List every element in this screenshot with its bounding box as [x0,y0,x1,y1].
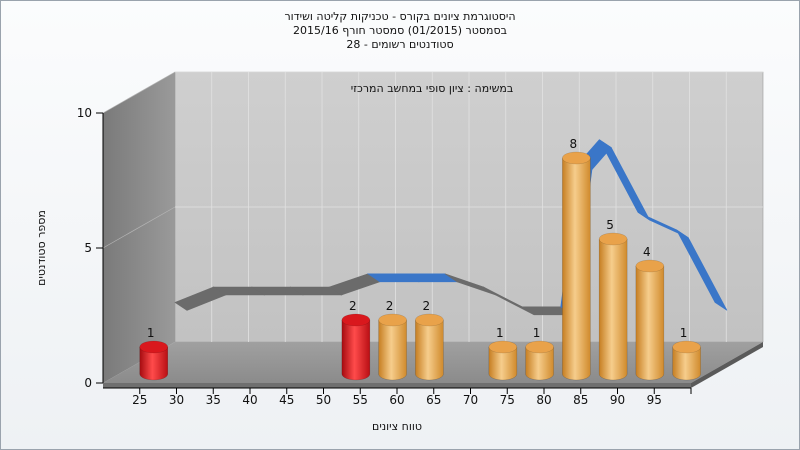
bar-value-label: 1 [496,326,504,340]
y-axis-label: מספר סטודנטים [35,210,48,286]
bar-cylinder-top [562,151,591,165]
bar-cylinder-top [488,340,518,354]
bar-cylinder-top [341,313,371,327]
bar-cylinder [525,346,554,381]
bar-value-label: 1 [533,326,541,340]
floor-front-edge [103,383,691,388]
bar-value-label: 5 [606,218,614,232]
bar-cylinder-top [635,259,665,273]
bar-value-label: 2 [349,299,357,313]
bar-cylinder-top [525,340,554,354]
x-tick-label: 95 [647,393,662,407]
bar-value-label: 1 [680,326,688,340]
floor-right-edge [691,342,763,388]
bar-value-label: 2 [423,299,431,313]
y-tick-label: 10 [77,106,92,120]
bar-cylinder [415,319,444,381]
bar-series [139,151,701,381]
side-grid-line [102,206,176,249]
x-tick-label: 70 [463,393,478,407]
curve-segment [676,229,728,311]
x-tick-label: 25 [132,393,147,407]
bar-value-label: 4 [643,245,651,259]
bar-cylinder [488,346,518,381]
x-tick-label: 85 [573,393,588,407]
bar-cylinder [341,319,371,381]
bar-cylinder-top [672,340,701,354]
bar-cylinder [139,346,168,381]
x-tick-label: 45 [279,393,294,407]
x-tick-label: 90 [610,393,625,407]
x-tick-label: 80 [536,393,551,407]
x-tick-label: 35 [206,393,221,407]
y-tick-label: 5 [84,241,92,255]
side-grid-line [102,71,176,114]
bar-cylinder [562,157,591,381]
bar-cylinder-top [139,340,168,354]
chart-title-line-1: היסטוגרמת ציונים בקורס - טכניקות קליטה ו… [284,10,516,23]
bar-cylinder [635,265,665,381]
x-axis-label: טווח ציונים [372,420,422,433]
chart-title-line-2: בסמסטר (01/2015) סמסטר חורף 2015/16 [293,24,507,37]
bar-cylinder [598,238,628,381]
bar-cylinder-top [378,313,407,327]
chart-subtitle: במשימה : ציון סופי במחשב המרכזי [351,82,514,95]
bar-cylinder-top [415,313,444,327]
x-tick-label: 55 [353,393,368,407]
x-tick-label: 65 [426,393,441,407]
bar-cylinder-top [598,232,628,246]
bar-cylinder [378,319,407,381]
chart-title-line-3: סטודנטים רשומים - 28 [346,38,454,51]
bar-cylinder [672,346,701,381]
x-tick-label: 50 [316,393,331,407]
x-tick-label: 30 [169,393,184,407]
y-tick-label: 0 [84,376,92,390]
x-tick-label: 75 [500,393,515,407]
x-tick-label: 40 [242,393,257,407]
x-tick-label: 60 [389,393,404,407]
bar-value-label: 8 [570,137,578,151]
bar-value-label: 1 [147,326,155,340]
bar-value-label: 2 [386,299,394,313]
